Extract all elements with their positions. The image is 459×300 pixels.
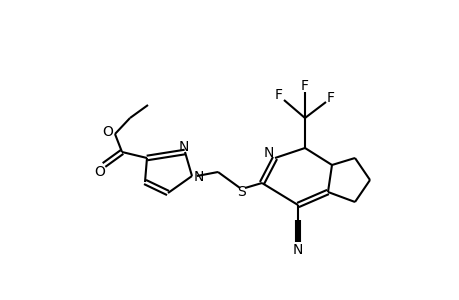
Text: S: S	[237, 185, 246, 199]
Text: N: N	[193, 170, 204, 184]
Text: F: F	[326, 91, 334, 105]
Text: F: F	[274, 88, 282, 102]
Text: O: O	[102, 125, 113, 139]
Text: N: N	[179, 140, 189, 154]
Text: O: O	[95, 165, 105, 179]
Text: F: F	[300, 79, 308, 93]
Text: N: N	[292, 243, 302, 257]
Text: N: N	[263, 146, 274, 160]
